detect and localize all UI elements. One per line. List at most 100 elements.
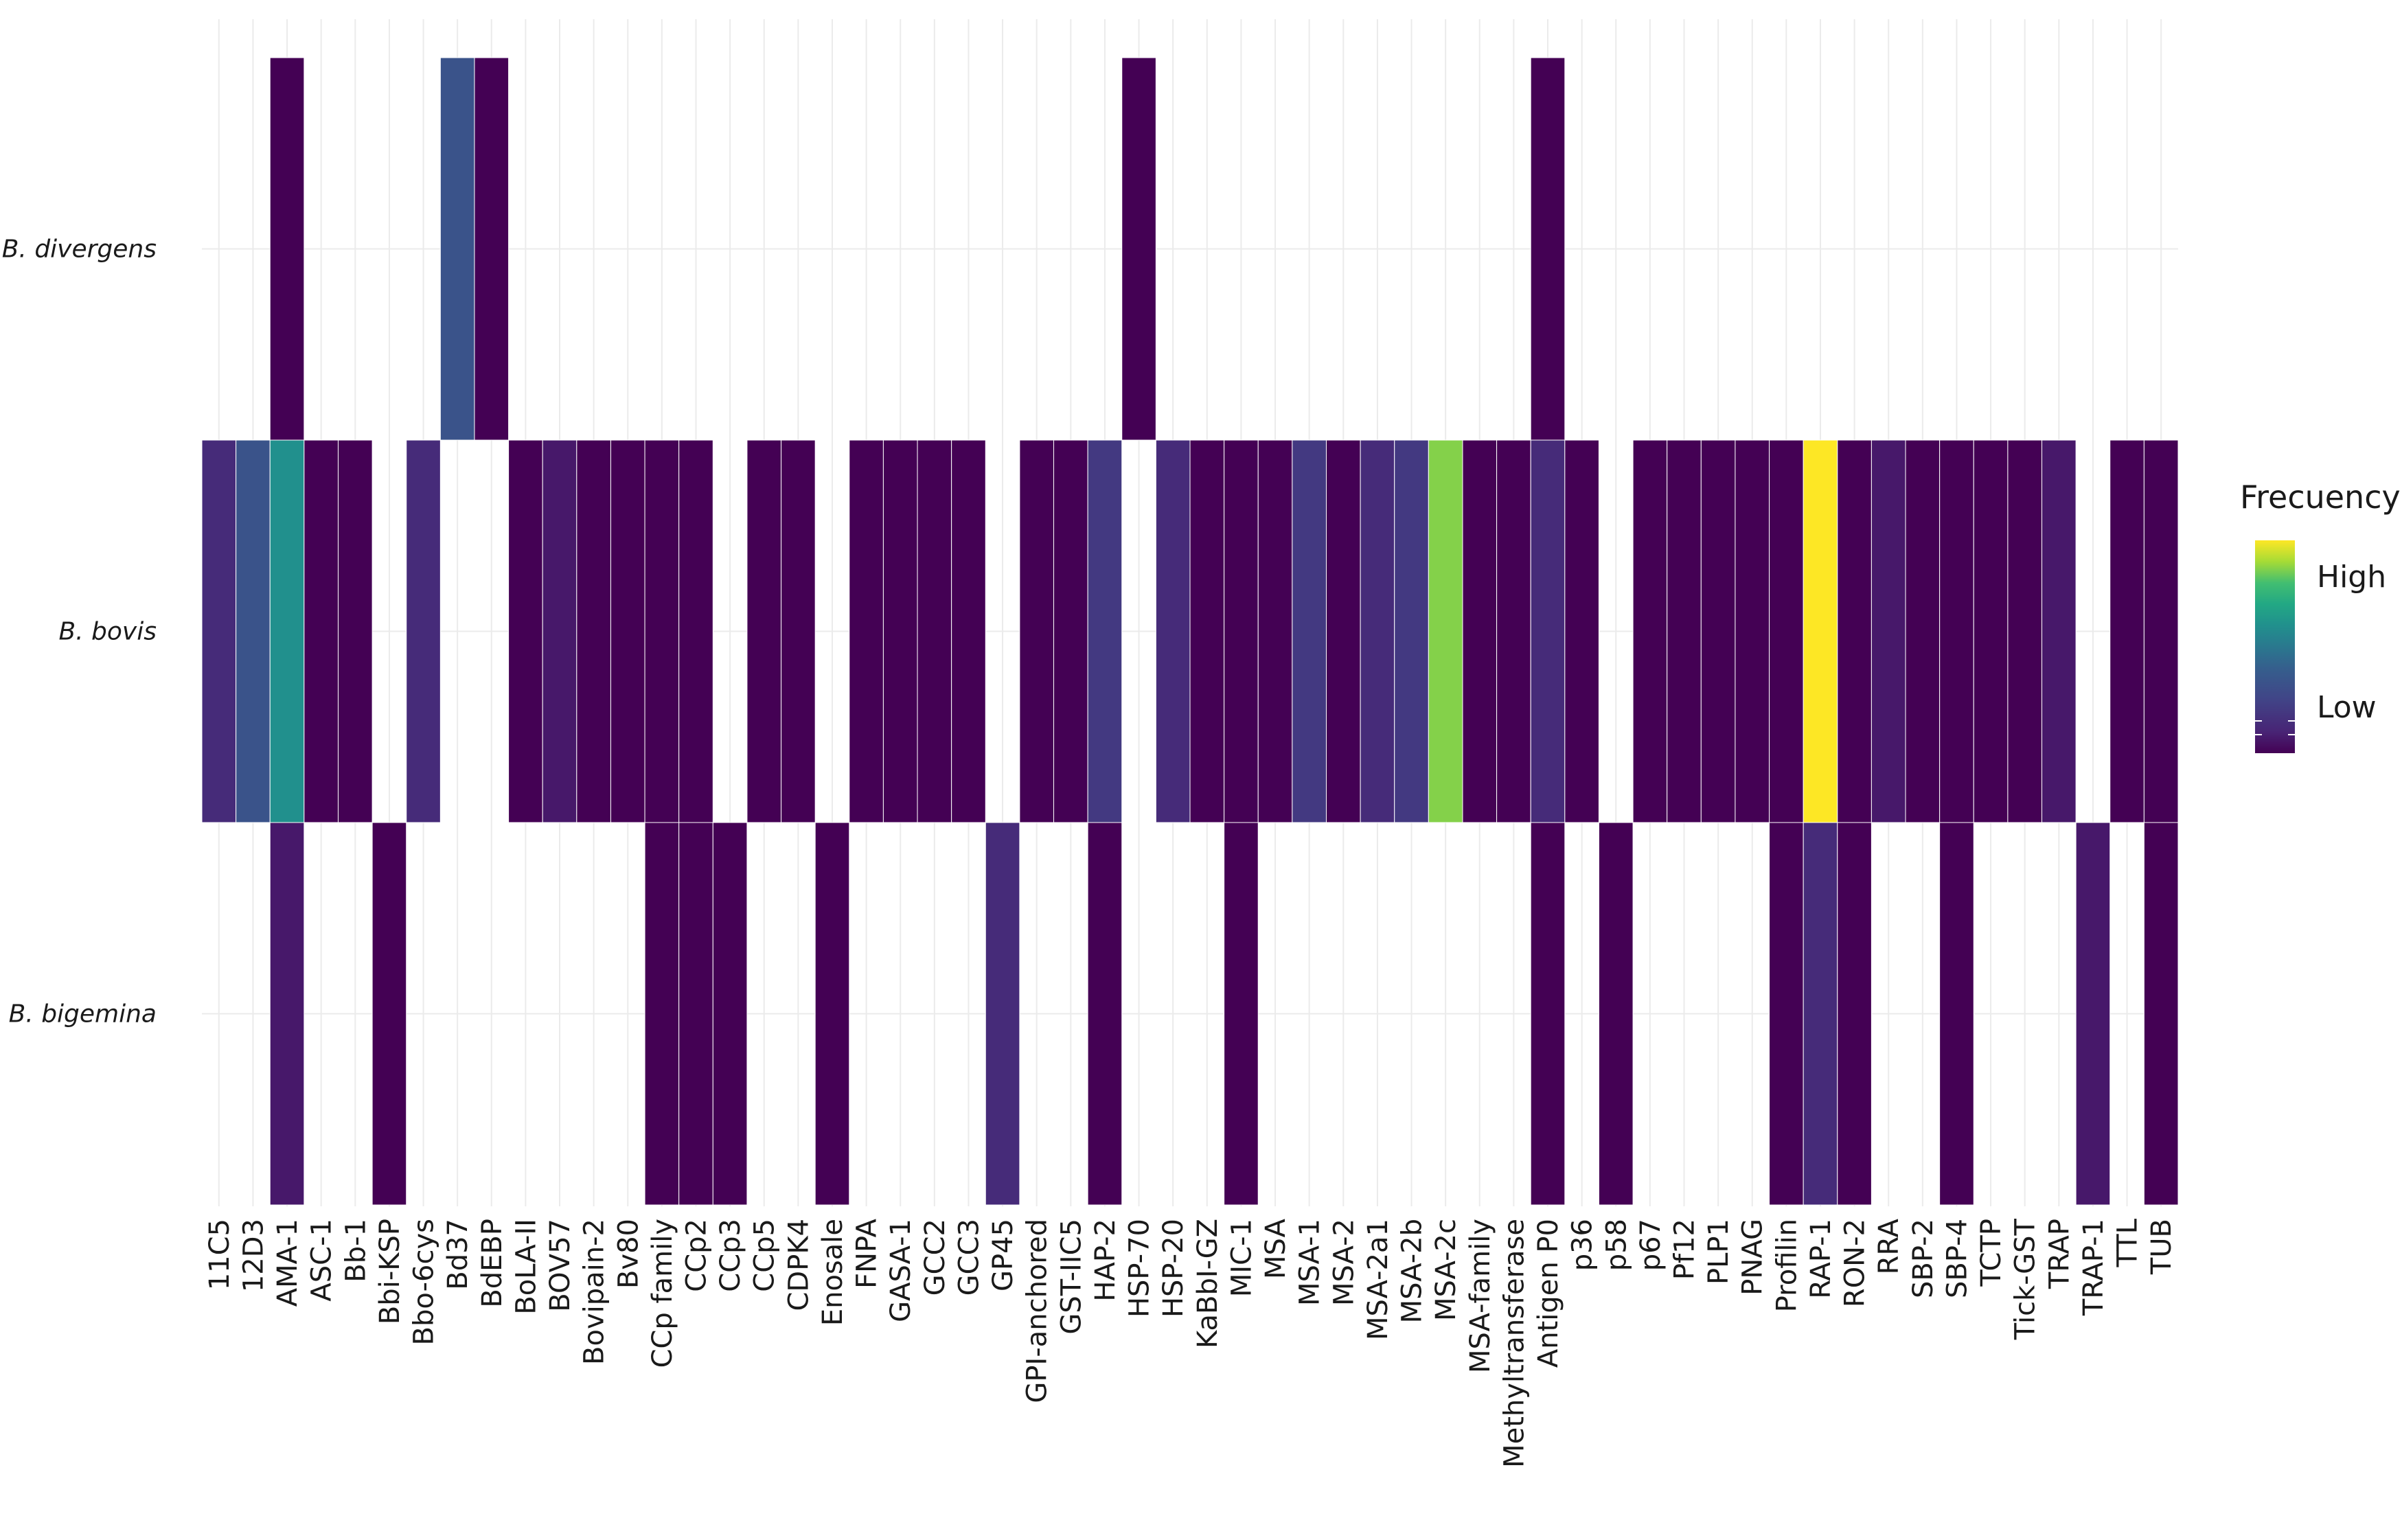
x-tick-label: GCC3 (953, 1219, 985, 1296)
x-tick-label: Bv80 (613, 1219, 644, 1289)
heatmap-cell (746, 439, 782, 823)
heatmap-cell (2109, 439, 2144, 823)
heatmap-cell (1939, 439, 1974, 823)
x-tick-label: ASC-1 (306, 1219, 338, 1302)
x-tick-label: 12D3 (238, 1219, 269, 1292)
legend: Frecuency High Low (2240, 479, 2401, 753)
x-tick-label: Pf12 (1669, 1219, 1701, 1280)
heatmap-cell (917, 439, 952, 823)
heatmap-cell (1257, 439, 1293, 823)
heatmap-cell (1087, 439, 1123, 823)
x-tick-label: HSP-70 (1124, 1219, 1156, 1318)
x-tick-label: TRAP-1 (2078, 1219, 2109, 1316)
x-tick-label: CCp5 (749, 1219, 781, 1292)
heatmap-cell (1837, 439, 1872, 823)
x-tick-label: Bbi-KSP (374, 1219, 406, 1324)
x-tick-label: p67 (1635, 1219, 1667, 1271)
heatmap-cell (951, 439, 986, 823)
heatmap-cell (2041, 439, 2077, 823)
heatmap-cell (1735, 439, 1770, 823)
heatmap-cell (781, 439, 816, 823)
x-tick-label: Methyltransferase (1498, 1219, 1530, 1468)
x-tick-label: HSP-20 (1158, 1219, 1189, 1318)
heatmap-cell (1598, 822, 1634, 1206)
x-tick-label: MSA-2a1 (1362, 1219, 1394, 1340)
heatmap-cell (1530, 439, 1566, 823)
x-axis-labels: 11C5 12D3 AMA-1 ASC-1 Bb-1 Bbi-KSP Bbo-6cys Bd3… (204, 1218, 2177, 1468)
x-tick-label: 11C5 (204, 1219, 236, 1290)
heatmap-cell (1462, 439, 1498, 823)
heatmap-cell (236, 439, 271, 823)
heatmap-cell (1871, 439, 1906, 823)
x-tick-label: Bbo-6cys (409, 1219, 440, 1345)
heatmap-cell (1837, 822, 1872, 1206)
heatmap-cell (712, 822, 748, 1206)
heatmap-cell (1087, 822, 1123, 1206)
x-tick-label: SBP-2 (1908, 1219, 1939, 1298)
y-tick-label: B. bovis (58, 618, 157, 646)
x-tick-label: CCp3 (715, 1219, 746, 1292)
x-tick-label: RON-2 (1840, 1219, 1871, 1307)
heatmap-cell (610, 439, 645, 823)
x-tick-label: GPI-anchored (1022, 1219, 1053, 1403)
heatmap-cell (406, 439, 441, 823)
x-tick-label: TRAP (2044, 1219, 2075, 1289)
x-tick-label: BoLA-II (510, 1219, 542, 1315)
legend-colorbar (2255, 540, 2295, 753)
x-tick-label: BdEBP (477, 1219, 508, 1308)
heatmap-cell (1939, 822, 1974, 1206)
heatmap-cell (1224, 439, 1259, 823)
heatmap-cell (1019, 439, 1055, 823)
x-tick-label: FNPA (851, 1218, 883, 1288)
x-tick-label: p58 (1601, 1219, 1632, 1271)
x-tick-label: MSA-2c (1430, 1219, 1462, 1321)
y-axis-labels: B. divergens B. bovis B. bigemina (2, 235, 157, 1028)
x-tick-label: MIC-1 (1226, 1219, 1257, 1297)
heatmap-cell (985, 822, 1020, 1206)
legend-title: Frecuency (2240, 479, 2401, 516)
x-tick-label: CCp2 (681, 1219, 713, 1292)
heatmap-cell (814, 822, 850, 1206)
heatmap-cell (1564, 439, 1599, 823)
x-tick-label: BOV57 (545, 1219, 576, 1312)
heatmap-cell (1155, 439, 1191, 823)
heatmap-cell (678, 822, 713, 1206)
heatmap-cell (1530, 57, 1566, 441)
heatmap-cell (269, 822, 305, 1206)
x-tick-label: MSA-family (1465, 1219, 1496, 1373)
heatmap-cell (1292, 439, 1327, 823)
heatmap-cell (1189, 439, 1225, 823)
x-tick-label: Bovipain-2 (579, 1219, 610, 1365)
heatmap-cell (644, 439, 680, 823)
heatmap-cell (269, 439, 305, 823)
x-tick-label: Profilin (1771, 1219, 1803, 1312)
heatmap-cell (1428, 439, 1463, 823)
x-tick-label: MSA-2 (1328, 1219, 1360, 1306)
heatmap-cell (2143, 439, 2179, 823)
heatmap-cell (201, 439, 237, 823)
x-tick-label: CDPK4 (783, 1219, 814, 1311)
heatmap-cell (1053, 439, 1088, 823)
heatmap-cell (678, 439, 713, 823)
x-tick-label: Enosale (817, 1219, 849, 1326)
heatmap-cell (644, 822, 680, 1206)
heatmap-cell (1803, 822, 1838, 1206)
heatmap-cell (1394, 439, 1429, 823)
heatmap-cell (1360, 439, 1395, 823)
x-tick-label: SBP-4 (1941, 1219, 1973, 1298)
heatmap-cells (201, 57, 2179, 1206)
heatmap-cell (1905, 439, 1941, 823)
x-tick-label: GP45 (987, 1219, 1019, 1291)
heatmap-cell (1325, 439, 1361, 823)
heatmap-cell (1769, 439, 1804, 823)
heatmap-cell (849, 439, 884, 823)
heatmap-cell (1632, 439, 1668, 823)
x-tick-label: Antigen P0 (1533, 1219, 1564, 1368)
x-tick-label: TTL (2112, 1218, 2144, 1267)
heatmap-cell (1121, 57, 1156, 441)
heatmap-cell (1224, 822, 1259, 1206)
x-tick-label: RAP-1 (1805, 1219, 1837, 1299)
heatmap-cell (508, 439, 543, 823)
heatmap-cell (542, 439, 577, 823)
heatmap-cell (439, 57, 475, 441)
